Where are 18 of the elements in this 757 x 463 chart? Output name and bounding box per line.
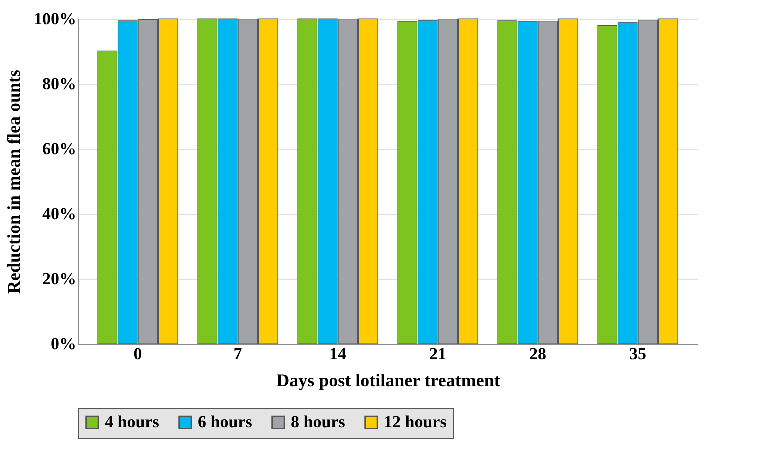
y-tick-label: 80% bbox=[42, 74, 76, 94]
legend-label: 4 hours bbox=[105, 412, 160, 432]
y-tick-label: 0% bbox=[51, 334, 76, 354]
x-axis-title: Days post lotilaner treatment bbox=[276, 370, 500, 390]
legend-label: 6 hours bbox=[198, 412, 253, 432]
x-tick-label: 14 bbox=[330, 344, 347, 364]
y-tick-label: 60% bbox=[42, 140, 76, 158]
legend-label: 8 hours bbox=[291, 412, 346, 432]
x-tick-label: 28 bbox=[530, 344, 546, 364]
x-tick-label: 0 bbox=[134, 344, 142, 364]
x-tick-label: 7 bbox=[234, 344, 243, 364]
x-tick-label: 35 bbox=[630, 344, 646, 364]
y-tick-label: 100% bbox=[34, 10, 76, 28]
y-axis-title: Reduction in mean flea ounts bbox=[4, 70, 24, 294]
y-tick-label: 40% bbox=[42, 204, 76, 224]
y-tick-label: 20% bbox=[42, 270, 76, 288]
x-tick-label: 21 bbox=[430, 344, 446, 364]
legend-label: 12 hours bbox=[384, 412, 448, 432]
